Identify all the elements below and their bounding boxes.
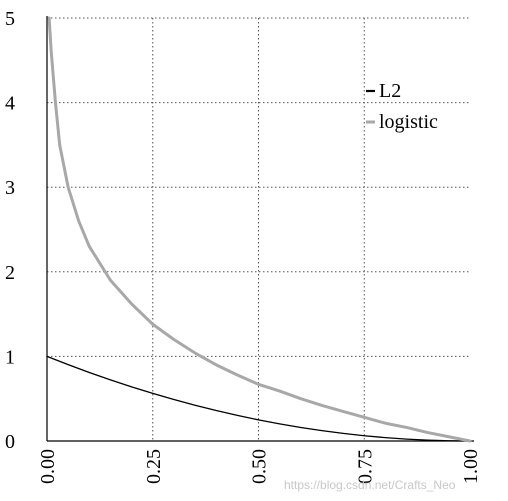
- y-tick-label-3: 3: [5, 177, 15, 199]
- x-tick-label-4: 1.00: [460, 449, 482, 484]
- x-tick-label-3: 0.75: [354, 449, 376, 484]
- x-tick-labels: 0.00 0.25 0.50 0.75 1.00: [37, 449, 482, 484]
- watermark-text: https://blog.csdn.net/Crafts_Neo: [284, 478, 456, 492]
- axes: [46, 16, 474, 442]
- series-line-l2: [46, 355, 471, 442]
- legend: L2 logistic: [366, 80, 438, 133]
- legend-label-logistic: logistic: [379, 111, 438, 133]
- y-tick-label-5: 5: [5, 8, 15, 30]
- x-tick-label-0: 0.00: [37, 449, 59, 484]
- y-tick-label-2: 2: [5, 262, 15, 284]
- grid: [47, 17, 470, 441]
- y-tick-label-4: 4: [5, 93, 15, 115]
- series-line-logistic: [47, 16, 472, 443]
- y-tick-label-0: 0: [5, 431, 15, 453]
- legend-label-l2: L2: [379, 80, 401, 102]
- y-tick-label-1: 1: [5, 346, 15, 368]
- x-tick-label-1: 0.25: [143, 449, 165, 484]
- series-lines: [46, 16, 472, 443]
- x-tick-label-2: 0.50: [249, 449, 271, 484]
- y-tick-labels: 0 1 2 3 4 5: [5, 8, 15, 453]
